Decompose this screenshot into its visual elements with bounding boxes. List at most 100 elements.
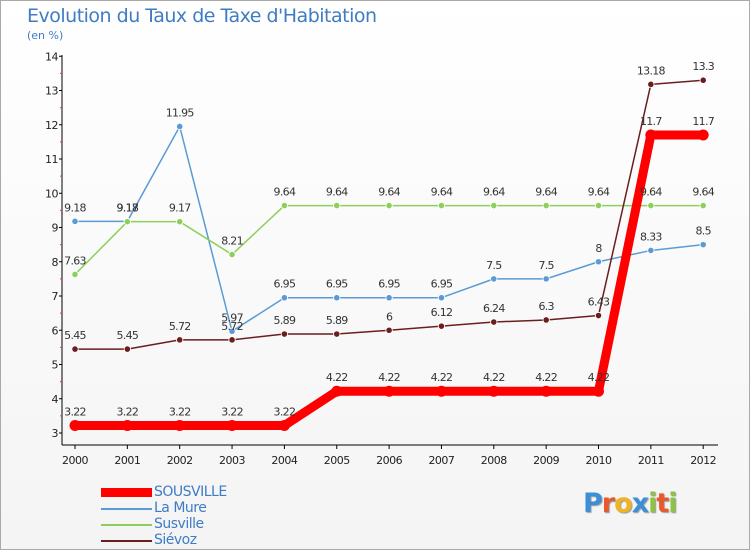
data-label: 7.5 — [538, 259, 554, 272]
y-tick-label: 12 — [45, 119, 58, 132]
data-point — [333, 201, 341, 210]
data-point — [71, 217, 79, 225]
y-tick-label: 7 — [52, 290, 59, 303]
y-tick-label: 14 — [45, 50, 58, 63]
x-tick-label: 2005 — [324, 454, 350, 467]
data-label: 4.22 — [535, 371, 557, 384]
data-point — [123, 345, 131, 353]
data-label: 9.64 — [535, 186, 557, 199]
x-tick-label: 2003 — [219, 454, 245, 467]
legend-swatch — [101, 524, 152, 526]
data-label: 4.22 — [326, 371, 348, 384]
data-label: 6.95 — [274, 278, 296, 291]
x-tick-label: 2006 — [376, 454, 402, 467]
legend-label: Siévoz — [154, 532, 197, 548]
data-point — [593, 385, 604, 397]
logo-letter: i — [648, 488, 657, 519]
data-point — [385, 201, 393, 210]
data-point — [647, 246, 655, 255]
data-point — [278, 419, 290, 431]
data-label: 9.18 — [116, 201, 138, 214]
data-point — [699, 76, 707, 84]
x-tick-label: 2007 — [428, 454, 454, 467]
data-point — [228, 336, 236, 344]
data-label: 5.89 — [326, 314, 348, 327]
data-label: 6.43 — [588, 296, 610, 309]
y-tick-label: 4 — [52, 393, 59, 406]
data-label: 8 — [595, 242, 602, 255]
x-tick-label: 2010 — [586, 454, 612, 467]
data-label: 11.7 — [692, 115, 714, 128]
data-point — [383, 385, 395, 397]
data-point — [594, 311, 603, 320]
y-tick-label: 11 — [45, 153, 58, 166]
y-tick-label: 10 — [45, 187, 58, 200]
legend-swatch — [101, 508, 152, 510]
data-label: 6.95 — [378, 278, 400, 291]
data-point — [594, 258, 603, 266]
data-point — [647, 80, 655, 88]
data-point — [228, 250, 236, 259]
data-label: 11.7 — [640, 115, 662, 128]
data-label: 8.21 — [221, 235, 243, 248]
legend-label: La Mure — [154, 500, 207, 516]
data-point — [228, 327, 236, 335]
data-label: 6.24 — [483, 302, 505, 315]
data-point — [174, 419, 186, 431]
data-label: 7.5 — [486, 259, 502, 272]
data-point — [437, 201, 446, 210]
data-point — [542, 201, 550, 210]
data-point — [280, 330, 288, 338]
data-label: 4.22 — [483, 371, 505, 384]
data-point — [71, 270, 79, 279]
data-point — [490, 275, 498, 283]
data-point — [699, 201, 707, 210]
data-point — [697, 129, 709, 141]
logo-letter: r — [601, 488, 615, 519]
series-line — [74, 204, 704, 276]
data-label: 3.22 — [274, 405, 296, 418]
y-tick-label: 5 — [52, 359, 59, 372]
data-label: 6.12 — [431, 306, 453, 319]
data-label: 9.64 — [378, 186, 400, 199]
y-tick-label: 6 — [52, 324, 59, 337]
data-point — [226, 419, 238, 431]
logo-letter: o — [614, 488, 633, 519]
x-tick-label: 2012 — [690, 454, 716, 467]
data-point — [176, 336, 184, 344]
data-point — [280, 201, 288, 210]
data-point — [333, 330, 341, 338]
data-point — [123, 218, 131, 226]
data-point — [333, 294, 341, 302]
data-label: 5.97 — [221, 311, 243, 324]
data-label: 9.17 — [169, 202, 191, 215]
x-tick-label: 2002 — [167, 454, 193, 467]
data-label: 4.22 — [378, 371, 400, 384]
data-point — [542, 275, 550, 283]
data-point — [645, 129, 657, 141]
data-label: 9.64 — [431, 186, 453, 199]
data-point — [594, 201, 603, 210]
data-point — [331, 385, 343, 397]
data-label: 13.18 — [637, 64, 666, 77]
logo-letter: t — [656, 488, 669, 519]
data-label: 9.64 — [483, 186, 505, 199]
data-point — [542, 316, 550, 324]
y-tick-label: 8 — [52, 256, 59, 269]
data-label: 6.3 — [538, 300, 554, 313]
legend-swatch — [101, 488, 152, 497]
logo-letter: x — [631, 488, 649, 519]
x-tick-label: 2004 — [271, 454, 297, 467]
data-label: 5.45 — [64, 329, 86, 342]
data-label: 9.17 — [116, 202, 138, 215]
chart-title: Evolution du Taux de Taxe d'Habitation — [27, 5, 377, 27]
data-label: 9.18 — [64, 201, 86, 214]
logo-letter: P — [583, 488, 603, 519]
chart-subtitle: (en %) — [27, 29, 64, 42]
x-tick-label: 2001 — [114, 454, 140, 467]
data-label: 3.22 — [169, 405, 191, 418]
data-label: 6 — [386, 310, 393, 323]
data-label: 5.89 — [274, 314, 296, 327]
legend-label: Susville — [154, 516, 204, 532]
data-label: 8.5 — [695, 225, 711, 238]
